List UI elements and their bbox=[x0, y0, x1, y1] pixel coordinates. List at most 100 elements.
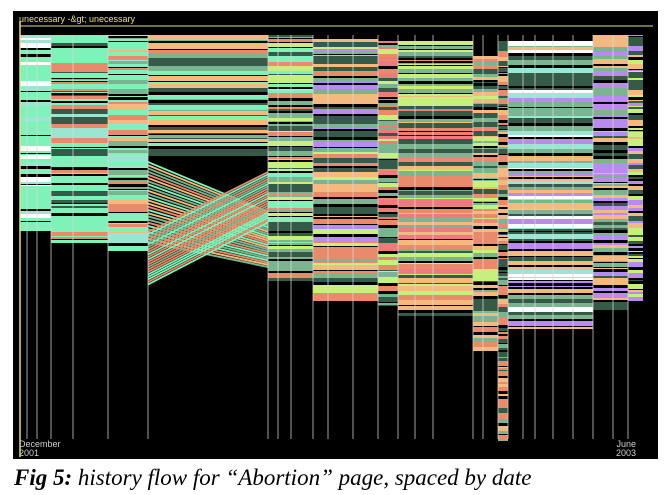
flow-band bbox=[628, 131, 643, 132]
flow-band bbox=[313, 180, 378, 184]
flow-band bbox=[108, 153, 148, 155]
flow-band bbox=[398, 149, 473, 153]
flow-band bbox=[498, 289, 508, 292]
flow-band bbox=[498, 57, 508, 61]
flow-band bbox=[378, 169, 398, 170]
flow-band bbox=[508, 56, 593, 60]
flow-band bbox=[313, 225, 378, 226]
flow-band bbox=[593, 173, 628, 174]
flow-band bbox=[51, 149, 108, 153]
flow-band bbox=[593, 159, 628, 163]
flow-band bbox=[508, 102, 593, 107]
flow-band bbox=[473, 82, 498, 83]
flow-band bbox=[628, 196, 643, 200]
flow-band bbox=[378, 170, 398, 171]
flow-band bbox=[20, 214, 51, 218]
flow-band bbox=[473, 218, 498, 219]
flow-band bbox=[398, 228, 473, 232]
flow-band bbox=[20, 154, 51, 155]
flow-band bbox=[51, 100, 108, 101]
flow-band bbox=[473, 320, 498, 322]
flow-band bbox=[148, 61, 268, 66]
flow-band bbox=[51, 59, 108, 63]
flow-band bbox=[378, 247, 398, 251]
flow-band bbox=[628, 138, 643, 139]
flow-band bbox=[473, 141, 498, 142]
flow-band bbox=[398, 313, 473, 316]
flow-band bbox=[628, 163, 643, 165]
flow-band bbox=[498, 61, 508, 63]
flow-band bbox=[508, 112, 593, 116]
flow-band bbox=[313, 199, 378, 204]
flow-band bbox=[378, 141, 398, 144]
flow-band bbox=[473, 347, 498, 351]
flow-band bbox=[508, 174, 593, 176]
flow-band bbox=[51, 51, 108, 53]
flow-crossing-band bbox=[148, 197, 268, 261]
flow-band bbox=[398, 278, 473, 283]
flow-band bbox=[593, 175, 628, 178]
flow-band bbox=[498, 336, 508, 339]
flow-band bbox=[473, 259, 498, 264]
flow-crossing-band bbox=[148, 204, 268, 268]
flow-band bbox=[498, 219, 508, 222]
flow-band bbox=[498, 435, 508, 436]
flow-band bbox=[473, 252, 498, 253]
flow-band bbox=[51, 82, 108, 84]
flow-band bbox=[313, 50, 378, 52]
flow-band bbox=[313, 177, 378, 180]
flow-band bbox=[508, 209, 593, 210]
flow-band bbox=[473, 149, 498, 153]
flow-band bbox=[20, 195, 51, 200]
flow-band bbox=[508, 135, 593, 137]
flow-band bbox=[498, 66, 508, 67]
flow-band bbox=[313, 42, 378, 47]
flow-band bbox=[108, 190, 148, 191]
flow-band bbox=[398, 249, 473, 251]
flow-band bbox=[628, 124, 643, 126]
flow-band bbox=[628, 115, 643, 120]
flow-band bbox=[508, 196, 593, 199]
flow-band bbox=[148, 82, 268, 84]
end-year-label: 2003 bbox=[615, 448, 636, 458]
flow-band bbox=[313, 131, 378, 134]
flow-band bbox=[378, 57, 398, 59]
flow-band bbox=[473, 240, 498, 244]
flow-band bbox=[473, 250, 498, 252]
flow-band bbox=[51, 182, 108, 183]
flow-band bbox=[498, 259, 508, 262]
flow-band bbox=[108, 148, 148, 150]
flow-band bbox=[108, 42, 148, 46]
flow-band bbox=[508, 315, 593, 319]
flow-band bbox=[313, 247, 378, 251]
flow-band bbox=[108, 141, 148, 146]
flow-band bbox=[378, 286, 398, 291]
flow-band bbox=[473, 182, 498, 187]
flow-band bbox=[313, 210, 378, 214]
flow-band bbox=[498, 173, 508, 177]
flow-band bbox=[20, 102, 51, 106]
flow-band bbox=[51, 114, 108, 117]
flow-band bbox=[108, 115, 148, 120]
flow-band bbox=[51, 153, 108, 156]
flow-band bbox=[498, 41, 508, 45]
flow-band bbox=[51, 161, 108, 164]
flow-band bbox=[473, 194, 498, 198]
flow-band bbox=[398, 217, 473, 222]
flow-band bbox=[508, 190, 593, 192]
flow-band bbox=[498, 76, 508, 81]
flow-band bbox=[593, 174, 628, 175]
flow-band bbox=[108, 104, 148, 106]
flow-band bbox=[313, 219, 378, 224]
flow-band bbox=[148, 103, 268, 105]
flow-band bbox=[593, 219, 628, 222]
flow-band bbox=[20, 146, 51, 151]
flow-band bbox=[473, 61, 498, 65]
flow-band bbox=[628, 159, 643, 163]
flow-band bbox=[378, 121, 398, 125]
flow-band bbox=[398, 222, 473, 225]
flow-band bbox=[108, 233, 148, 238]
flow-band bbox=[148, 133, 268, 134]
flow-band bbox=[473, 89, 498, 92]
start-month-label: December bbox=[19, 439, 61, 449]
